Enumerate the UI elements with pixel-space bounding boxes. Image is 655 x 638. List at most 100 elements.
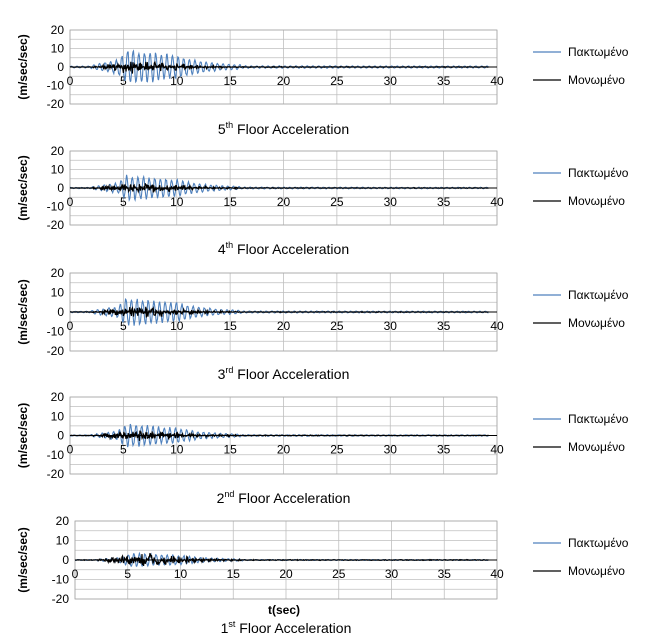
- y-tick-label: 20: [51, 266, 65, 280]
- x-tick-label: 0: [67, 74, 74, 88]
- legend-label: Πακτωμένο: [568, 288, 629, 302]
- y-tick-label: -20: [47, 97, 65, 111]
- legend-label: Μονωμένο: [568, 194, 625, 208]
- x-tick-label: 5: [120, 319, 127, 333]
- x-tick-label: 30: [384, 443, 398, 457]
- y-axis-label: (m/sec/sec): [16, 527, 30, 592]
- x-tick-label: 0: [67, 319, 74, 333]
- y-tick-label: 20: [51, 144, 65, 158]
- y-tick-label: 0: [57, 60, 64, 74]
- y-axis-label: (m/sec/sec): [16, 155, 30, 220]
- y-tick-label: -20: [52, 592, 70, 606]
- x-tick-label: 10: [170, 74, 184, 88]
- y-tick-label: -10: [47, 448, 65, 462]
- y-tick-label: 10: [51, 163, 65, 177]
- x-tick-label: 20: [277, 74, 291, 88]
- x-tick-label: 40: [490, 443, 504, 457]
- x-tick-label: 25: [330, 74, 344, 88]
- x-tick-label: 25: [332, 567, 346, 581]
- y-tick-label: 10: [51, 42, 65, 56]
- legend: Πακτωμένο Μονωμένο: [533, 412, 629, 454]
- x-axis-label: t(sec): [268, 603, 300, 617]
- x-tick-label: 20: [279, 567, 293, 581]
- x-tick-label: 35: [438, 567, 452, 581]
- chart-title: 4th Floor Acceleration: [218, 240, 349, 257]
- x-tick-label: 0: [67, 443, 74, 457]
- y-tick-label: 0: [57, 429, 64, 443]
- legend-label: Μονωμένο: [568, 73, 625, 87]
- y-tick-label: -10: [52, 573, 70, 587]
- legend-label: Πακτωμένο: [568, 536, 629, 550]
- legend-label: Μονωμένο: [568, 564, 625, 578]
- x-tick-label: 15: [223, 319, 237, 333]
- x-tick-label: 20: [277, 319, 291, 333]
- x-tick-label: 25: [330, 443, 344, 457]
- x-tick-label: 30: [384, 319, 398, 333]
- y-axis-label: (m/sec/sec): [16, 34, 30, 99]
- y-tick-label: 10: [51, 409, 65, 423]
- y-tick-label: 0: [57, 181, 64, 195]
- legend-label: Πακτωμένο: [568, 412, 629, 426]
- y-tick-label: 0: [57, 305, 64, 319]
- y-tick-label: 10: [51, 286, 65, 300]
- x-tick-label: 40: [490, 74, 504, 88]
- x-tick-label: 30: [384, 195, 398, 209]
- legend: Πακτωμένο Μονωμένο: [533, 166, 629, 208]
- x-tick-label: 15: [223, 443, 237, 457]
- x-tick-label: 5: [120, 443, 127, 457]
- x-tick-label: 25: [330, 195, 344, 209]
- y-tick-label: 20: [51, 23, 65, 37]
- y-tick-label: -20: [47, 467, 65, 481]
- y-tick-label: 0: [62, 553, 69, 567]
- x-tick-label: 40: [490, 319, 504, 333]
- y-tick-label: -20: [47, 218, 65, 232]
- y-tick-label: -20: [47, 344, 65, 358]
- x-tick-label: 40: [490, 195, 504, 209]
- legend: Πακτωμένο Μονωμένο: [533, 288, 629, 330]
- series-line-monomeno: [69, 60, 489, 74]
- y-tick-label: 20: [56, 514, 70, 528]
- y-tick-label: -10: [47, 79, 65, 93]
- y-tick-label: 20: [51, 390, 65, 404]
- x-tick-label: 15: [227, 567, 241, 581]
- x-tick-label: 10: [170, 195, 184, 209]
- x-tick-label: 35: [437, 319, 451, 333]
- x-tick-label: 30: [385, 567, 399, 581]
- x-tick-label: 35: [437, 74, 451, 88]
- y-axis-label: (m/sec/sec): [16, 403, 30, 468]
- chart-title: 2nd Floor Acceleration: [217, 489, 351, 506]
- y-tick-label: -10: [47, 325, 65, 339]
- x-tick-label: 0: [67, 195, 74, 209]
- y-tick-label: -10: [47, 200, 65, 214]
- x-tick-label: 10: [170, 443, 184, 457]
- chart-title: 3rd Floor Acceleration: [218, 365, 350, 382]
- x-tick-label: 5: [120, 74, 127, 88]
- legend-label: Πακτωμένο: [568, 166, 629, 180]
- chart-title: 5th Floor Acceleration: [218, 120, 349, 137]
- x-tick-label: 10: [174, 567, 188, 581]
- x-tick-label: 30: [384, 74, 398, 88]
- x-tick-label: 35: [437, 443, 451, 457]
- x-tick-label: 25: [330, 319, 344, 333]
- x-tick-label: 15: [223, 195, 237, 209]
- chart-title: 1st Floor Acceleration: [221, 619, 352, 636]
- x-tick-label: 20: [277, 195, 291, 209]
- legend: Πακτωμένο Μονωμένο: [533, 536, 629, 578]
- x-tick-label: 20: [277, 443, 291, 457]
- x-tick-label: 5: [120, 195, 127, 209]
- y-axis-label: (m/sec/sec): [16, 279, 30, 344]
- legend-label: Πακτωμένο: [568, 45, 629, 59]
- x-tick-label: 35: [437, 195, 451, 209]
- x-tick-label: 10: [170, 319, 184, 333]
- legend-label: Μονωμένο: [568, 316, 625, 330]
- x-tick-label: 0: [72, 567, 79, 581]
- legend-label: Μονωμένο: [568, 440, 625, 454]
- x-tick-label: 5: [124, 567, 131, 581]
- x-tick-label: 40: [490, 567, 504, 581]
